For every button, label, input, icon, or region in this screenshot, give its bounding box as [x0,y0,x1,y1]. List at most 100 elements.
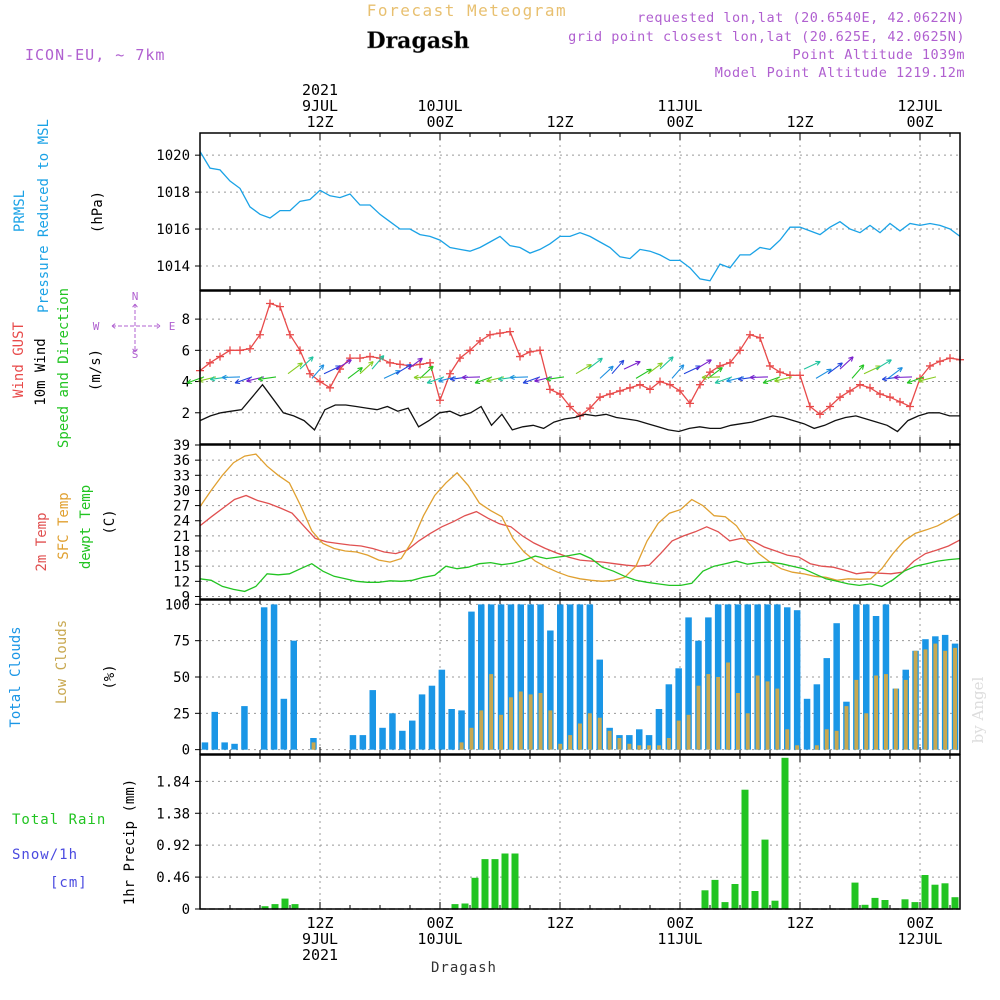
ylabel-gust: Wind GUST [11,322,27,398]
wind-direction-arrow [714,376,733,385]
time-label-top: 12JUL [897,97,942,115]
low-cloud-bar [903,679,908,750]
low-cloud-bar [745,713,750,750]
y-tick-label: 1.38 [156,806,190,822]
total-cloud-bar [853,604,860,750]
wind-direction-arrow [839,356,854,370]
y-tick-label: 0.92 [156,838,190,854]
low-cloud-bar [824,729,829,750]
rain-bar [491,859,499,909]
gust-point [836,393,844,402]
gust-point [466,346,474,355]
gust-point [826,402,834,411]
time-label-top: 10JUL [417,97,462,115]
total-cloud-bar [823,658,830,750]
gust-point [246,344,254,353]
plot-area [200,757,960,910]
compass-arrows [111,303,161,353]
gust-point [856,380,864,389]
gust-point [886,393,894,402]
gust-point [646,385,654,394]
time-label-bottom: 00Z [906,914,933,932]
compass-e: E [169,320,176,333]
gust-point [356,354,364,363]
gust-point [276,302,284,311]
y-tick-label: 9 [182,589,190,605]
rain-bar [271,904,279,909]
gust-point [306,369,314,378]
y-tick-label: 1016 [156,222,190,238]
ylabel-total-clouds: Total Clouds [8,626,24,727]
brand-title: Forecast Meteogram [367,1,567,20]
rain-bar [851,882,859,909]
wind-direction-arrow [426,376,445,385]
plot-area [199,453,961,593]
y-tick-label: 36 [173,453,190,469]
low-cloud-bar [686,714,691,750]
low-cloud-bar [943,650,948,750]
gust-point [766,361,774,370]
rain-bar [261,906,269,909]
wind-direction-arrow [395,363,412,375]
model-label: ICON-EU, ~ 7km [25,46,165,64]
gust-point [776,368,784,377]
total-cloud-bar [517,604,524,750]
wind-direction-arrow [474,376,493,385]
total-cloud-bar [448,709,455,750]
gust-point [536,346,544,355]
low-cloud-bar [913,650,918,750]
total-cloud-bar [537,604,544,750]
gust-point [726,358,734,367]
panel-wind: 2 4 6 8 Wind GUST 10m Wind Speed and Direction… [11,288,964,448]
rain-bar [911,902,919,909]
wind-direction-arrow [587,357,603,370]
y-tick-label: 1018 [156,185,190,201]
low-cloud-bar [499,714,503,750]
total-cloud-bar [645,735,653,750]
time-label-bottom: 12Z [786,914,813,932]
ylabel-unit: (C) [102,509,118,534]
total-cloud-bar [359,735,367,750]
low-cloud-bar [509,697,513,750]
low-cloud-bar [587,713,592,750]
gust-point [906,402,914,411]
low-cloud-bar [479,710,484,750]
low-cloud-bar [578,723,582,750]
compass-s: S [132,348,139,361]
rain-bar [861,904,869,909]
low-cloud-bar [834,730,839,750]
time-label-bottom: 11JUL [657,930,702,948]
total-cloud-bar [793,610,801,750]
y-tick-label: 15 [173,559,190,575]
time-label-top: 12Z [306,113,333,131]
gust-point [496,329,504,338]
total-cloud-bar [685,617,692,750]
wind-direction-arrow [623,360,641,370]
y-tick-label: 25 [173,706,190,722]
total-cloud-bar [399,730,406,750]
gust-point [446,369,454,378]
total-cloud-bar [675,668,682,750]
low-cloud-bar [716,677,721,750]
wind-direction-arrow [611,359,625,375]
ylabel-unit: (%) [102,664,118,689]
total-cloud-bar [211,711,218,750]
rain-bar [931,884,939,909]
point-altitude: Point Altitude 1039m [792,47,965,63]
wind-direction-arrow [186,376,205,385]
low-cloud-bar [864,713,869,750]
gust-point [796,371,804,380]
gust-point [546,385,554,394]
rain-bar [901,899,909,909]
total-cloud-bar [270,604,278,750]
time-label-top: 00Z [666,113,693,131]
low-cloud-bar [637,745,642,750]
grid-point-coords: grid point closest lon,lat (20.625E, 42.… [568,29,965,45]
low-cloud-bar [647,745,651,750]
label-snow-unit: [cm] [50,875,88,891]
panel-frame [199,599,961,755]
low-cloud-bar [459,742,464,750]
gust-point [436,396,444,405]
total-cloud-bar [409,720,416,750]
